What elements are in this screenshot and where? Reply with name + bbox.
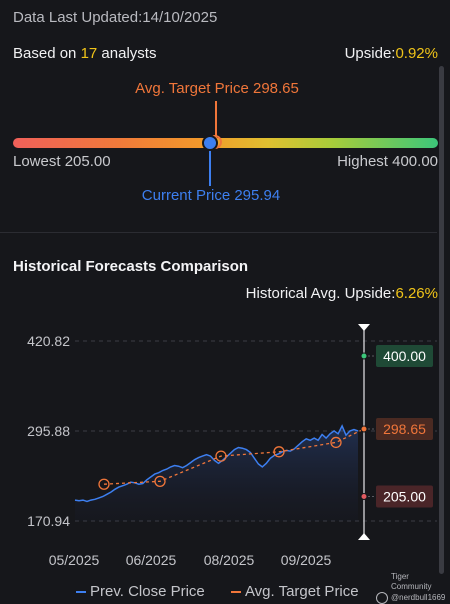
last-updated: Data Last Updated:14/10/2025 xyxy=(13,9,217,26)
legend-target-swatch xyxy=(230,591,241,594)
target-point xyxy=(98,478,110,490)
avg-target-text: Avg. Target Price 298.65 xyxy=(135,80,299,97)
low-tag-label: 205.00 xyxy=(383,488,426,504)
y-tick-label: 420.82 xyxy=(27,333,70,349)
legend-close-swatch xyxy=(76,591,86,594)
current-price-marker[interactable] xyxy=(202,135,218,151)
historical-upside-value: 6.26% xyxy=(395,285,438,302)
watermark-line2-wrap: @nerdbull1669 xyxy=(376,592,450,604)
cursor-bottom-triangle-icon xyxy=(358,533,370,540)
legend-target[interactable]: Avg. Target Price xyxy=(230,583,359,600)
low-tag-box xyxy=(376,485,433,508)
avg-target-label: Avg. Target Price 298.65 xyxy=(0,80,450,97)
analysts-count: Based on 17 analysts xyxy=(13,45,156,62)
target-point xyxy=(273,446,285,458)
watermark-line2: @nerdbull1669 xyxy=(391,593,446,603)
highest-price-label: Highest 400.00 xyxy=(337,153,438,170)
target-price-line xyxy=(103,428,365,485)
target-tag-label: 298.65 xyxy=(383,421,426,437)
target-point xyxy=(154,475,166,487)
close-price-area xyxy=(75,425,358,521)
high-tag-box xyxy=(376,344,433,367)
analysts-number: 17 xyxy=(80,45,98,62)
updated-date: 14/10/2025 xyxy=(142,9,218,26)
target-tag-dot xyxy=(360,425,368,433)
tiger-logo-icon xyxy=(376,592,388,604)
current-price-label: Current Price 295.94 xyxy=(0,187,450,204)
updated-label: Data Last Updated: xyxy=(13,9,143,26)
x-tick-label: 08/2025 xyxy=(204,552,255,568)
upside-value: 0.92% xyxy=(395,45,438,62)
upside-summary: Upside:0.92% xyxy=(345,45,438,62)
cursor-top-triangle-icon xyxy=(358,324,370,331)
y-axis-ticks: 420.82 295.88 170.94 xyxy=(27,333,70,529)
x-axis-ticks: 05/2025 06/2025 08/2025 09/2025 xyxy=(49,552,332,568)
target-price-points xyxy=(98,436,342,490)
y-tick-label: 295.88 xyxy=(27,423,70,439)
chart-legend: Prev. Close Price Avg. Target Price xyxy=(76,583,381,600)
scrollbar[interactable] xyxy=(439,66,444,574)
analysts-suffix: analysts xyxy=(97,45,157,62)
target-tag-box xyxy=(376,418,433,441)
legend-close-label: Prev. Close Price xyxy=(90,583,205,600)
section-divider xyxy=(0,232,437,233)
watermark-line1: Tiger Community xyxy=(391,572,432,591)
current-price-pointer xyxy=(209,146,211,186)
forecast-chart[interactable]: 420.82 295.88 170.94 05/2025 06/2025 08/2025… xyxy=(0,310,450,580)
historical-upside-label: Historical Avg. Upside: xyxy=(245,285,396,302)
x-tick-label: 09/2025 xyxy=(281,552,332,568)
watermark: Tiger Community @nerdbull1669 xyxy=(376,572,450,604)
current-price-text: Current Price 295.94 xyxy=(141,187,281,204)
close-price-line xyxy=(74,424,359,503)
analysts-prefix: Based on xyxy=(13,45,81,62)
low-tag-dot xyxy=(360,492,368,500)
marker-tags: 400.00 298.65 205.00 xyxy=(360,344,433,508)
x-tick-label: 06/2025 xyxy=(126,552,177,568)
high-tag-dot xyxy=(360,352,368,360)
legend-close[interactable]: Prev. Close Price xyxy=(76,583,205,600)
y-tick-label: 170.94 xyxy=(27,513,70,529)
price-range-bar xyxy=(13,138,438,148)
target-point xyxy=(330,436,342,449)
upside-label: Upside: xyxy=(344,45,396,62)
high-tag-label: 400.00 xyxy=(383,348,426,364)
historical-upside: Historical Avg. Upside:6.26% xyxy=(246,285,438,302)
target-point xyxy=(215,450,227,462)
x-tick-label: 05/2025 xyxy=(49,552,100,568)
history-title: Historical Forecasts Comparison xyxy=(13,258,249,275)
avg-target-pointer xyxy=(215,101,217,141)
lowest-price-label: Lowest 205.00 xyxy=(13,153,111,170)
legend-target-label: Avg. Target Price xyxy=(244,583,359,600)
